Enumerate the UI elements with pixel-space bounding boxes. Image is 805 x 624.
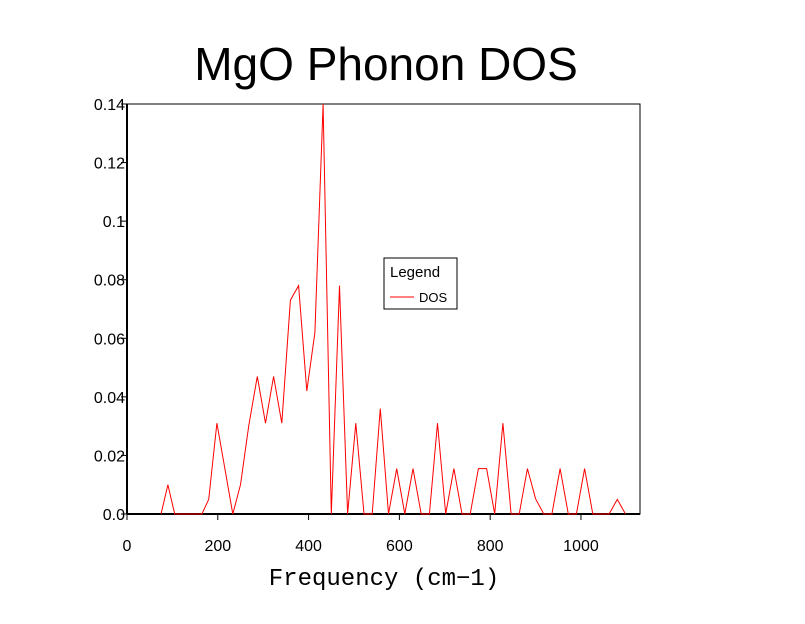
legend: Legend DOS	[383, 257, 458, 310]
y-tick-label: 0.02	[94, 448, 125, 465]
y-tick-label: 0.06	[94, 331, 125, 348]
legend-entry-dos: DOS	[419, 290, 448, 305]
y-tick-label: 0.12	[94, 156, 125, 173]
chart-title: MgO Phonon DOS	[194, 38, 578, 90]
y-tick-label: 0.14	[94, 97, 125, 114]
y-tick-label: 0.0	[103, 507, 125, 524]
y-axis-ticks: 0.0 0.02 0.04 0.06 0.08 0.1 0.12 0.14	[94, 97, 127, 524]
series-line-dos	[160, 103, 626, 515]
x-tick-label: 800	[477, 538, 504, 555]
y-tick-label: 0.08	[94, 273, 125, 290]
x-tick-label: 200	[204, 538, 231, 555]
series-layer	[160, 103, 626, 515]
y-tick-label: 0.1	[103, 214, 125, 231]
x-axis-label: Frequency (cm−1)	[269, 566, 499, 593]
y-tick-label: 0.04	[94, 390, 125, 407]
x-tick-label: 400	[295, 538, 322, 555]
x-tick-label: 0	[123, 538, 132, 555]
x-axis-ticks: 0 200 400 600 800 1000	[123, 514, 599, 555]
x-tick-label: 1000	[563, 538, 599, 555]
legend-title: Legend	[390, 264, 440, 281]
legend-box	[383, 257, 458, 310]
x-tick-label: 600	[386, 538, 413, 555]
